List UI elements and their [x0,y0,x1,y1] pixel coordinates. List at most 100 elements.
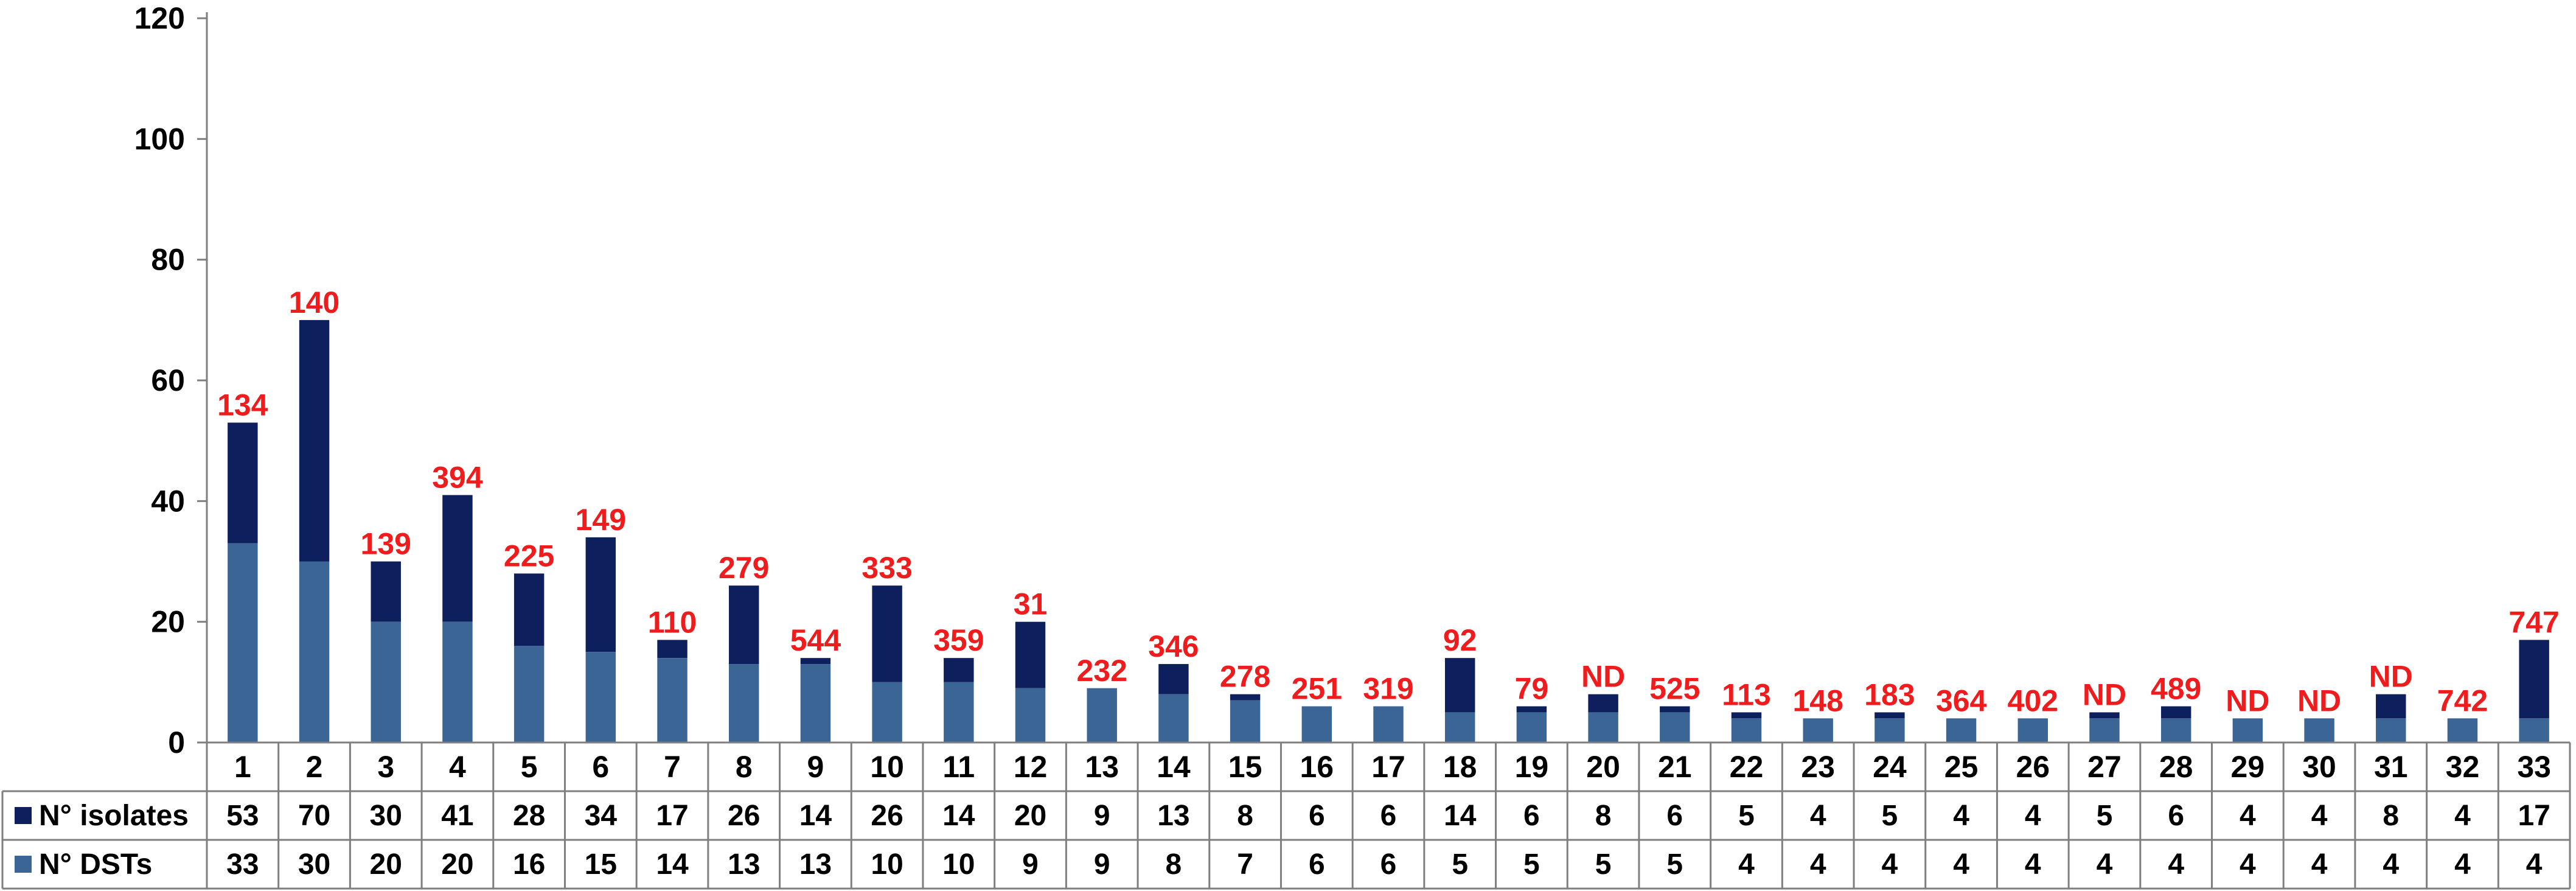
bar-top-label: 394 [432,460,483,494]
table-cell-value: 15 [585,848,617,881]
y-tick-label: 100 [134,122,185,156]
bar-dsts [1516,712,1547,742]
bar-top-label: 113 [1722,677,1771,711]
table-cell-value: 6 [1380,848,1397,881]
bar-dsts [228,543,258,742]
bar-dsts [1588,712,1618,742]
table-cell-value: 6 [1380,800,1397,832]
bar-top-label: 232 [1076,654,1127,688]
bar-top-label: 279 [719,551,769,585]
table-cell-value: 4 [2311,800,2328,832]
table-cell-value: 14 [656,848,689,881]
x-category-label: 14 [1157,750,1191,784]
table-cell-value: 6 [1309,848,1325,881]
table-cell-value: 4 [1953,848,1969,881]
x-category-label: 9 [807,750,824,784]
table-cell-value: 13 [799,848,832,881]
bar-dsts [1946,718,1977,742]
table-cell-value: 16 [513,848,545,881]
table-cell-value: 26 [728,800,760,832]
bar-isolates [1516,706,1547,713]
bar-dsts [800,664,831,742]
x-category-label: 11 [942,750,975,784]
bars [228,320,2549,742]
x-category-label: 13 [1085,750,1119,784]
legend-key [15,807,32,824]
bar-dsts [1875,718,1905,742]
x-category-label: 19 [1515,750,1549,784]
bar-isolates [800,658,831,665]
x-category-label: 27 [2087,750,2122,784]
x-category-label: 10 [870,750,904,784]
x-category-label: 26 [2016,750,2050,784]
table-cell-value: 5 [1523,848,1540,881]
x-category-label: 28 [2159,750,2193,784]
table-cell-value: 5 [2097,800,2113,832]
table-cell-value: 4 [1882,848,1898,881]
table-cell-value: 9 [1094,800,1110,832]
y-tick-label: 20 [151,605,185,639]
bar-top-label: 489 [2151,672,2201,706]
legend-series-label: N° DSTs [39,848,152,881]
x-category-label: 25 [1944,750,1979,784]
table-cell-value: 4 [2168,848,2184,881]
table-cell-value: 5 [1738,800,1755,832]
y-tick-label: 60 [151,363,185,397]
table-cell-value: 4 [1953,800,1969,832]
bar-dsts [2376,718,2406,742]
bar-isolates [1660,706,1690,713]
y-axis: 0 20 40 60 80 100 120 [134,1,208,760]
bar-dsts [2304,718,2334,742]
y-tick-label: 40 [151,484,185,518]
bar-top-label: 148 [1792,683,1843,718]
x-category-label: 31 [2374,750,2408,784]
table-cell-value: 17 [2518,800,2550,832]
y-tick-label: 120 [134,1,185,35]
x-category-label: 16 [1300,750,1334,784]
bar-dsts [299,561,330,742]
bar-top-label: 333 [862,551,912,585]
bar-top-label: ND [2297,683,2341,718]
bar-dsts [442,621,473,742]
legend-series-label: N° isolates [39,800,189,832]
bar-top-label: 140 [289,285,339,320]
bar-dsts [872,682,902,742]
bar-top-label: 139 [361,527,411,561]
bar-dsts [2447,718,2478,742]
table-cell-value: 4 [1738,848,1755,881]
x-category-label: 6 [592,750,609,784]
bar-dsts [2017,718,2048,742]
bar-top-label: 110 [648,605,697,639]
table-cell-value: 28 [513,800,545,832]
bar-dsts [585,652,616,742]
x-category-label: 32 [2446,750,2480,784]
bar-isolates [1875,712,1905,719]
bar-dsts [513,646,545,742]
bar-dsts [1731,718,1762,742]
bar-top-label: 92 [1443,623,1477,657]
table-cell-value: 4 [2025,800,2041,832]
table-cell-value: 20 [1014,800,1046,832]
bar-isolates [228,422,258,543]
table-cell-value: 4 [2097,848,2113,881]
bar-top-label: 79 [1515,672,1549,706]
bar-top-label: 225 [504,539,554,573]
x-category-label: 22 [1730,750,1764,784]
bar-top-label: 544 [790,623,841,657]
y-tick-label: 0 [168,725,185,760]
bar-dsts [1087,688,1117,742]
bar-dsts [1660,712,1690,742]
x-category-label: 20 [1586,750,1620,784]
bar-isolates [1588,694,1618,713]
bar-isolates [513,573,545,646]
table-cell-value: 30 [370,800,402,832]
x-category-label: 33 [2517,750,2551,784]
bar-top-label: 364 [1936,683,1987,718]
bar-top-labels: 134 140 139 394 225 149 110 279 544 333 359 31 232 34… [217,285,2560,718]
table-cell-value: 70 [298,800,330,832]
x-category-label: 23 [1801,750,1835,784]
table-cell-value: 33 [226,848,259,881]
bar-dsts [1803,718,1833,742]
table-cell-value: 4 [2025,848,2041,881]
x-category-label: 29 [2231,750,2265,784]
